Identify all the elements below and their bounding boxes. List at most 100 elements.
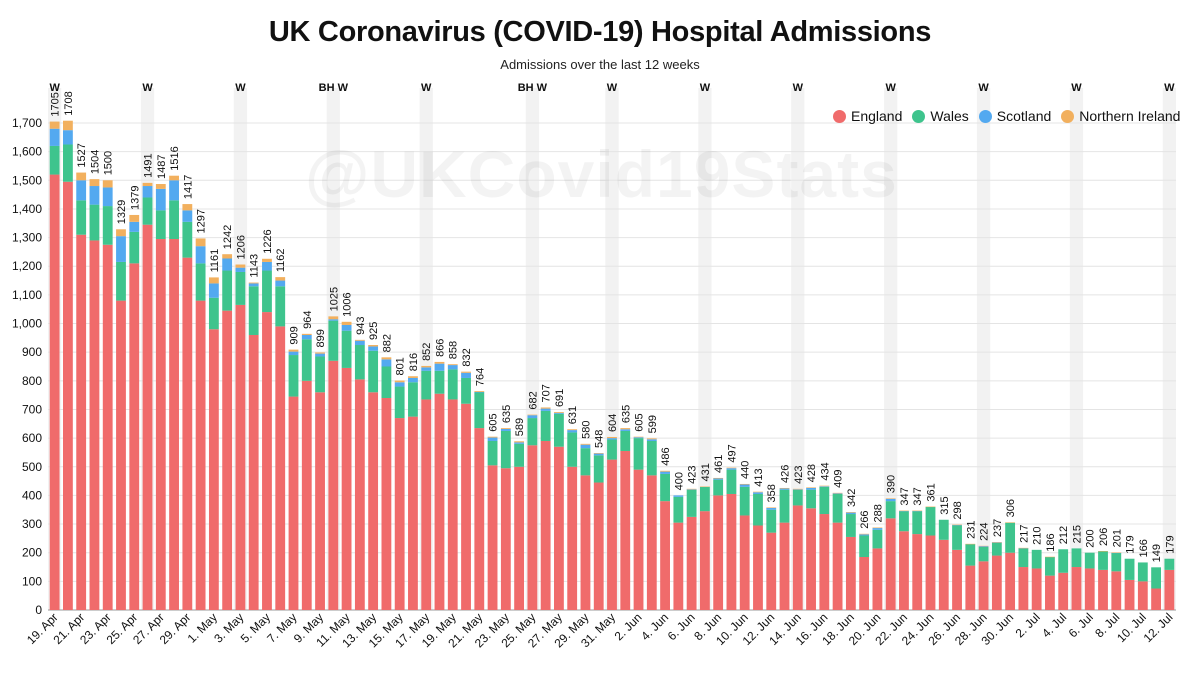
bar-segment-england[interactable]	[859, 557, 870, 610]
bar-segment-wales[interactable]	[991, 542, 1002, 556]
bar-segment-northern-ireland[interactable]	[76, 172, 87, 181]
bar-segment-scotland[interactable]	[832, 493, 843, 494]
bar-segment-wales[interactable]	[554, 413, 564, 447]
bar-segment-wales[interactable]	[1111, 552, 1122, 572]
bar-segment-england[interactable]	[1164, 569, 1175, 610]
bar-segment-northern-ireland[interactable]	[819, 485, 830, 487]
bar-segment-england[interactable]	[182, 257, 193, 610]
bar-segment-wales[interactable]	[726, 469, 737, 494]
bar-segment-northern-ireland[interactable]	[49, 121, 60, 129]
bar-segment-wales[interactable]	[76, 200, 87, 235]
bar-segment-england[interactable]	[89, 240, 100, 610]
bar-segment-wales[interactable]	[1151, 567, 1162, 589]
bar-segment-northern-ireland[interactable]	[925, 506, 936, 508]
bar-segment-wales[interactable]	[89, 204, 100, 241]
bar-segment-northern-ireland[interactable]	[1045, 556, 1055, 558]
bar-segment-wales[interactable]	[792, 489, 803, 506]
bar-segment-england[interactable]	[474, 428, 485, 610]
bar-segment-scotland[interactable]	[713, 478, 724, 480]
bar-segment-england[interactable]	[1084, 568, 1095, 610]
bar-segment-northern-ireland[interactable]	[222, 254, 233, 259]
bar-segment-scotland[interactable]	[341, 324, 352, 331]
bar-segment-wales[interactable]	[806, 489, 816, 509]
bar-segment-northern-ireland[interactable]	[660, 470, 670, 472]
bar-segment-england[interactable]	[899, 531, 909, 610]
bar-segment-wales[interactable]	[288, 355, 299, 397]
bar-segment-england[interactable]	[806, 508, 816, 610]
bar-segment-england[interactable]	[1111, 571, 1122, 610]
bar-segment-scotland[interactable]	[235, 267, 246, 272]
bar-segment-england[interactable]	[753, 525, 763, 610]
bar-segment-northern-ireland[interactable]	[301, 333, 312, 335]
bar-segment-northern-ireland[interactable]	[554, 412, 564, 413]
bar-segment-northern-ireland[interactable]	[235, 264, 246, 268]
bar-segment-wales[interactable]	[315, 356, 325, 393]
bar-segment-wales[interactable]	[1071, 548, 1082, 568]
bar-segment-wales[interactable]	[142, 197, 153, 225]
bar-segment-england[interactable]	[978, 561, 989, 610]
bar-segment-england[interactable]	[116, 300, 126, 610]
bar-segment-england[interactable]	[938, 539, 949, 610]
bar-segment-northern-ireland[interactable]	[421, 365, 432, 368]
bar-segment-wales[interactable]	[952, 525, 962, 550]
bar-segment-wales[interactable]	[487, 440, 498, 466]
bar-segment-scotland[interactable]	[262, 261, 272, 271]
bar-segment-scotland[interactable]	[739, 484, 750, 487]
bar-segment-england[interactable]	[262, 312, 272, 610]
bar-segment-northern-ireland[interactable]	[806, 487, 816, 488]
bar-segment-wales[interactable]	[607, 439, 617, 460]
bar-segment-scotland[interactable]	[859, 534, 870, 536]
bar-segment-scotland[interactable]	[142, 186, 153, 198]
bar-segment-wales[interactable]	[899, 511, 909, 532]
bar-segment-wales[interactable]	[514, 443, 525, 467]
bar-segment-northern-ireland[interactable]	[142, 182, 153, 187]
bar-segment-wales[interactable]	[1045, 557, 1055, 576]
bar-segment-northern-ireland[interactable]	[580, 443, 591, 445]
bar-segment-england[interactable]	[554, 446, 564, 610]
bar-segment-scotland[interactable]	[567, 430, 578, 433]
bar-segment-wales[interactable]	[474, 392, 485, 429]
bar-segment-england[interactable]	[819, 514, 830, 610]
bar-segment-england[interactable]	[660, 501, 670, 610]
bar-segment-wales[interactable]	[102, 206, 113, 245]
bar-segment-england[interactable]	[354, 379, 365, 610]
bar-segment-wales[interactable]	[381, 366, 392, 399]
bar-segment-wales[interactable]	[912, 511, 923, 535]
bar-segment-scotland[interactable]	[726, 468, 737, 470]
bar-segment-england[interactable]	[1005, 552, 1016, 610]
bar-segment-scotland[interactable]	[208, 283, 219, 298]
bar-segment-wales[interactable]	[62, 144, 73, 182]
bar-segment-scotland[interactable]	[620, 429, 631, 431]
bar-segment-scotland[interactable]	[315, 353, 325, 357]
bar-segment-wales[interactable]	[819, 486, 830, 515]
bar-segment-wales[interactable]	[182, 221, 193, 258]
bar-segment-england[interactable]	[500, 468, 511, 610]
bar-segment-scotland[interactable]	[527, 415, 538, 419]
bar-segment-northern-ireland[interactable]	[354, 339, 365, 341]
bar-segment-wales[interactable]	[739, 486, 750, 516]
bar-segment-scotland[interactable]	[474, 391, 485, 393]
bar-segment-england[interactable]	[1058, 572, 1069, 610]
bar-segment-northern-ireland[interactable]	[62, 120, 73, 131]
bar-segment-england[interactable]	[434, 393, 445, 610]
bar-segment-wales[interactable]	[673, 496, 684, 523]
bar-segment-england[interactable]	[726, 493, 737, 610]
bar-segment-northern-ireland[interactable]	[461, 371, 471, 373]
bar-segment-wales[interactable]	[248, 286, 259, 335]
bar-segment-wales[interactable]	[633, 438, 644, 470]
bar-segment-northern-ireland[interactable]	[195, 238, 206, 247]
bar-segment-northern-ireland[interactable]	[447, 364, 458, 366]
bar-segment-northern-ireland[interactable]	[169, 175, 179, 181]
bar-segment-england[interactable]	[1137, 581, 1148, 610]
bar-segment-scotland[interactable]	[633, 437, 644, 439]
bar-segment-scotland[interactable]	[872, 528, 883, 530]
bar-segment-northern-ireland[interactable]	[262, 258, 272, 262]
bar-segment-northern-ireland[interactable]	[859, 533, 870, 535]
bar-segment-wales[interactable]	[49, 145, 60, 175]
bar-segment-scotland[interactable]	[434, 363, 445, 371]
bar-segment-wales[interactable]	[593, 455, 604, 483]
bar-segment-wales[interactable]	[699, 486, 710, 512]
bar-segment-england[interactable]	[673, 522, 684, 610]
bar-segment-scotland[interactable]	[169, 180, 179, 201]
bar-segment-scotland[interactable]	[686, 489, 697, 490]
